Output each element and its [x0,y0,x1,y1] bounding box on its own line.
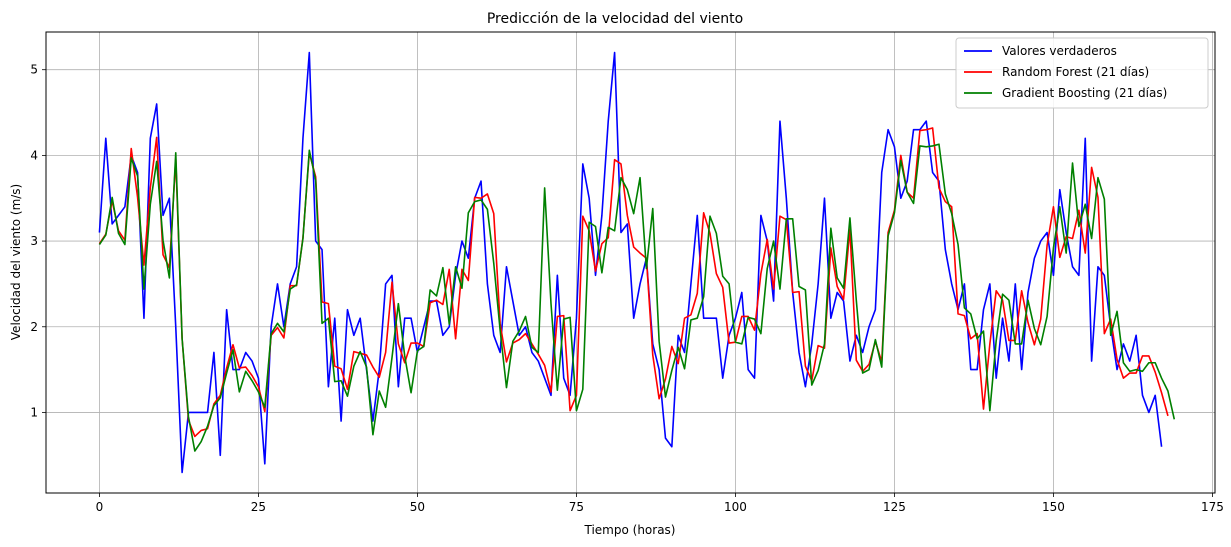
x-axis-label: Tiempo (horas) [584,523,676,537]
series-layer [98,51,1176,474]
y-tick-label: 5 [30,63,38,77]
x-tick-label: 175 [1201,500,1224,514]
x-tick-label: 125 [883,500,906,514]
y-axis-label: Velocidad del viento (m/s) [9,184,23,340]
series-line-0 [98,51,1163,474]
y-tick-label: 1 [30,405,38,419]
y-axis-ticks: 1 2 3 4 5 [30,63,46,419]
y-tick-label: 3 [30,234,38,248]
x-tick-label: 0 [96,500,104,514]
legend-label-0: Valores verdaderos [1002,44,1117,58]
series-line-1 [98,127,1169,438]
legend-label-1: Random Forest (21 días) [1002,65,1149,79]
x-tick-label: 100 [724,500,747,514]
chart-title: Predicción de la velocidad del viento [487,11,743,27]
x-tick-label: 75 [569,500,584,514]
x-axis-ticks: 0 25 50 75 100 125 150 175 [96,493,1224,514]
plot-frame [45,31,1216,494]
x-tick-label: 25 [251,500,266,514]
series-line-2 [98,143,1176,452]
x-tick-label: 150 [1042,500,1065,514]
y-tick-label: 2 [30,320,38,334]
y-tick-label: 4 [30,148,38,162]
x-tick-label: 50 [410,500,425,514]
legend-box [955,37,1209,109]
legend-label-2: Gradient Boosting (21 días) [1002,86,1167,100]
legend: Valores verdaderos Random Forest (21 días… [955,37,1209,109]
